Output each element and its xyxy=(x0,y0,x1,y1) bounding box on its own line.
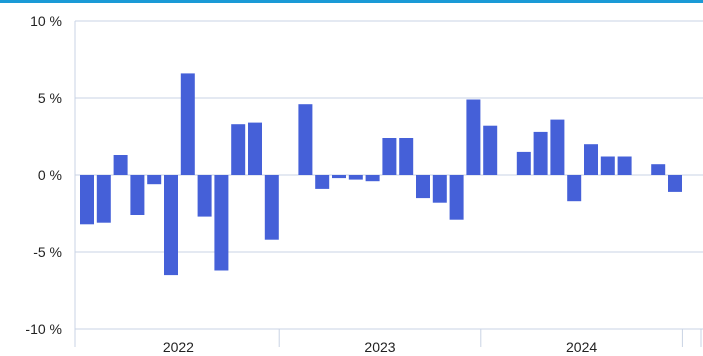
x-year-label: 2024 xyxy=(566,339,597,355)
bar xyxy=(164,175,178,276)
bar xyxy=(147,175,162,185)
bar xyxy=(214,175,229,271)
bar xyxy=(365,175,380,182)
bar xyxy=(483,125,498,175)
bar xyxy=(80,175,94,225)
bar xyxy=(668,175,682,192)
x-year-label: 2022 xyxy=(163,339,194,355)
bar xyxy=(617,156,632,175)
bar xyxy=(584,144,598,175)
y-tick-label: -5 % xyxy=(33,244,62,260)
y-tick-label: -10 % xyxy=(25,321,62,337)
bar xyxy=(600,156,615,175)
y-tick-label: 5 % xyxy=(38,90,62,106)
top-accent-bar xyxy=(0,0,703,3)
bar xyxy=(399,138,414,175)
bar xyxy=(298,104,313,175)
bar xyxy=(651,164,666,175)
y-tick-label: 0 % xyxy=(38,167,62,183)
bar xyxy=(248,122,262,175)
bar xyxy=(231,124,246,175)
bar xyxy=(416,175,430,199)
bar xyxy=(315,175,330,189)
bar xyxy=(382,138,397,175)
bar xyxy=(432,175,447,203)
x-year-label: 2023 xyxy=(364,339,395,355)
bar xyxy=(533,131,548,175)
bar xyxy=(516,151,531,175)
bar xyxy=(550,119,565,175)
bar xyxy=(466,99,481,175)
bar xyxy=(130,175,145,215)
bar xyxy=(180,73,195,175)
bar xyxy=(567,175,582,202)
bar xyxy=(264,175,279,240)
bar xyxy=(113,155,128,175)
bar xyxy=(332,175,346,179)
y-tick-label: 10 % xyxy=(30,13,62,29)
bar xyxy=(348,175,363,180)
bar xyxy=(449,175,464,220)
bar xyxy=(96,175,111,223)
bar xyxy=(197,175,212,217)
